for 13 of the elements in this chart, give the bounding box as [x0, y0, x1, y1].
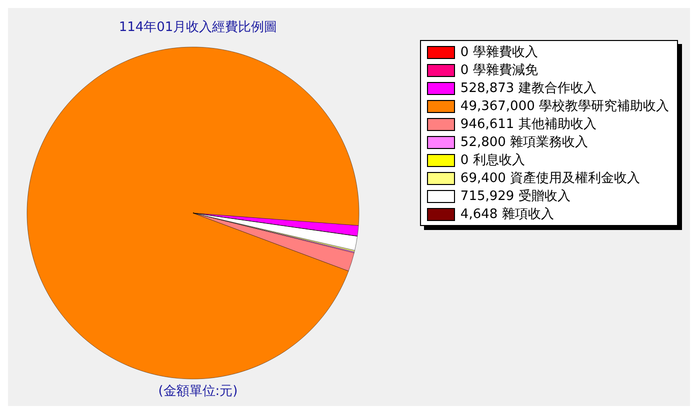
legend-label: 4,648 雜項收入 [460, 206, 554, 223]
legend-label: 52,800 雜項業務收入 [460, 134, 588, 151]
legend-label: 69,400 資產使用及權利金收入 [460, 170, 640, 187]
chart-title: 114年01月收入經費比例圖 [118, 19, 278, 36]
legend-label: 528,873 建教合作收入 [460, 80, 596, 97]
pie-slice [26, 46, 359, 379]
legend-label: 49,367,000 學校教學研究補助收入 [460, 98, 669, 115]
legend-label: 0 學雜費收入 [460, 44, 538, 61]
legend-label: 715,929 受贈收入 [460, 188, 570, 205]
legend-label: 0 利息收入 [460, 152, 525, 169]
legend-label: 0 學雜費減免 [460, 62, 538, 79]
legend-label: 946,611 其他補助收入 [460, 116, 596, 133]
text: (金額單位:元) [157, 383, 239, 400]
